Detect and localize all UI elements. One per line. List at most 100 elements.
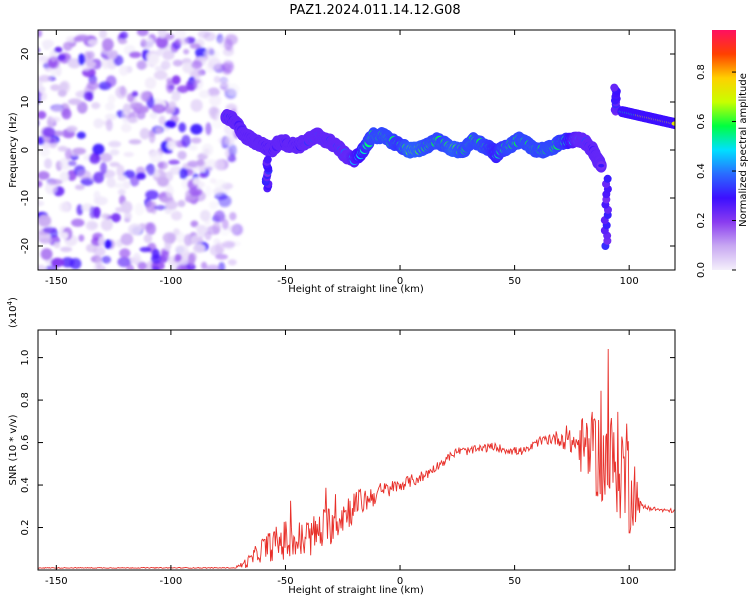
noise-blob [95, 256, 102, 269]
snr-x-label: Height of straight line (km) [288, 585, 424, 596]
spectrogram-y-ticks: -20 -10 0 10 20 [20, 48, 675, 254]
noise-blob [139, 127, 150, 140]
noise-blob [228, 225, 239, 233]
svg-text:(x104): (x104) [6, 297, 19, 328]
noise-blob [77, 101, 88, 114]
noise-blob [208, 201, 219, 210]
noise-blob [192, 177, 200, 186]
noise-blob [168, 101, 177, 110]
noise-blob [57, 89, 67, 97]
noise-blob [60, 246, 73, 253]
noise-blob [117, 256, 131, 268]
noise-blob [164, 120, 177, 129]
noise-blob [62, 41, 73, 51]
noise-blob [139, 91, 151, 102]
noise-blob [61, 108, 72, 120]
noise-blob [150, 254, 162, 264]
ridge-core [598, 163, 605, 168]
noise-blob [190, 137, 202, 144]
y-tick-label: 0.2 [20, 520, 31, 536]
colorbar-ticks: 0.0 0.2 0.4 0.6 0.8 [696, 64, 736, 278]
noise-blob [215, 242, 225, 255]
noise-blob [204, 231, 212, 241]
noise-blob [86, 81, 99, 91]
noise-blob [144, 77, 157, 90]
snr-line-layer [38, 348, 675, 569]
noise-blob [101, 38, 114, 51]
noise-blob [99, 152, 113, 163]
noise-blob [188, 187, 203, 197]
noise-blob [187, 253, 196, 267]
noise-blob [165, 200, 178, 210]
noise-blob [38, 171, 50, 180]
noise-blob [89, 153, 101, 165]
noise-blob [165, 80, 175, 94]
snr-plot-area [38, 330, 675, 570]
noise-blob [205, 122, 212, 136]
noise-blob [112, 182, 126, 189]
noise-blob [67, 160, 77, 167]
noise-blob [171, 90, 181, 102]
noise-blob [50, 116, 61, 123]
noise-blob [178, 122, 187, 133]
noise-blob [176, 265, 188, 270]
noise-blob [200, 261, 208, 270]
noise-blob [148, 53, 160, 66]
noise-blob [221, 62, 232, 70]
noise-blob [107, 49, 118, 60]
noise-blob [143, 233, 153, 243]
noise-blob [58, 202, 70, 213]
noise-blob [104, 113, 118, 121]
noise-blob [129, 176, 140, 187]
noise-blob [165, 185, 174, 198]
noise-blob [117, 175, 127, 182]
noise-blob [139, 105, 149, 114]
noise-blob [133, 252, 141, 263]
noise-blob [190, 98, 203, 112]
noise-blob [205, 166, 213, 172]
noise-blob [123, 170, 136, 179]
noise-blob [162, 232, 177, 244]
noise-blob [134, 202, 145, 216]
noise-blob [182, 62, 195, 74]
segment-core [671, 121, 675, 126]
noise-blob [187, 160, 200, 168]
noise-blob [38, 47, 41, 54]
noise-blob [29, 162, 38, 175]
noise-blob [181, 134, 191, 148]
noise-blob [136, 172, 146, 180]
noise-blob [83, 51, 92, 64]
noise-blob [204, 216, 211, 226]
noise-blob [174, 253, 182, 262]
noise-blob [61, 257, 75, 268]
noise-blob [203, 31, 216, 42]
noise-blob [218, 79, 230, 86]
noise-blob [137, 261, 147, 270]
x-tick-label: -150 [45, 276, 68, 287]
noise-blob [67, 58, 81, 69]
colorbar-tick-label: 0.0 [696, 262, 707, 278]
noise-blob [66, 125, 78, 133]
noise-blob [57, 54, 66, 61]
noise-blob [64, 147, 73, 160]
noise-blob [100, 162, 107, 175]
noise-blob [76, 204, 84, 216]
noise-blob [100, 218, 114, 231]
noise-blob [109, 161, 120, 168]
noise-blob [153, 204, 167, 211]
noise-blob [67, 98, 82, 105]
noise-blob [198, 172, 207, 179]
y-tick-label: 0 [20, 147, 31, 153]
snr-scale-base: (x10 [8, 305, 19, 328]
noise-blob [105, 75, 117, 88]
noise-blob [190, 123, 203, 135]
noise-blob [206, 264, 220, 270]
noise-blob [109, 149, 120, 156]
noise-blob [105, 102, 115, 111]
noise-blob [220, 228, 230, 237]
noise-blob [183, 234, 193, 247]
figure-title: PAZ1.2024.011.14.12.G08 [289, 3, 460, 18]
noise-blob [222, 47, 235, 57]
noise-blob [38, 86, 46, 93]
noise-blob [190, 220, 199, 228]
